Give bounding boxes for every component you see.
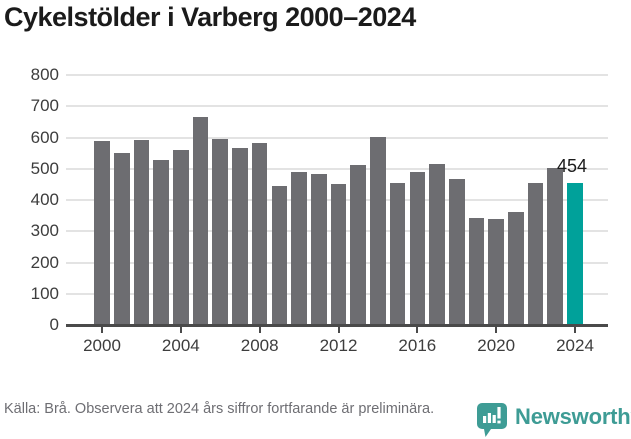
bar-2013: [350, 165, 366, 325]
bar-2019: [468, 218, 485, 325]
bar-2016: [409, 171, 426, 325]
bar-2001: [113, 152, 130, 325]
bar-2018: [448, 179, 465, 325]
gridline-700: [66, 105, 608, 108]
gridline-600: [66, 136, 608, 139]
bar-2008: [251, 143, 268, 325]
bar-2014: [370, 136, 386, 325]
x-tick-label-2024: 2024: [556, 336, 594, 355]
bar-2009: [271, 186, 288, 325]
bar-2006: [212, 139, 229, 325]
x-tick-label-2004: 2004: [161, 336, 200, 355]
y-tick-label-300: 300: [30, 221, 59, 241]
x-tick-2020: [495, 327, 498, 333]
x-tick-2004: [179, 327, 182, 333]
x-tick-2008: [258, 327, 261, 333]
bar-2004: [173, 150, 189, 325]
bar-2023: [547, 168, 564, 325]
newsworthy-wordmark: Newsworthy: [515, 404, 631, 429]
newsworthy-speech-bubble-chart-icon: [477, 402, 508, 439]
x-tick-label-2000: 2000: [83, 336, 121, 355]
gridline-800: [66, 74, 608, 76]
bar-2011: [310, 174, 327, 325]
y-tick-label-800: 800: [30, 65, 59, 84]
x-tick-label-2020: 2020: [477, 336, 516, 355]
bar-2024: [567, 183, 583, 325]
bar-2015: [389, 183, 406, 325]
bar-2012: [330, 184, 347, 325]
y-tick-label-600: 600: [30, 127, 59, 147]
y-tick-label-0: 0: [49, 315, 59, 334]
bar-2022: [527, 182, 544, 325]
bar-2010: [291, 172, 307, 325]
y-tick-label-100: 100: [30, 283, 59, 303]
x-tick-2016: [416, 327, 419, 333]
x-tick-label-2008: 2008: [240, 336, 279, 355]
x-tick-label-2012: 2012: [319, 336, 358, 355]
x-tick-2012: [337, 327, 340, 333]
gridline-500: [66, 167, 608, 170]
source-note: Källa: Brå. Observera att 2024 års siffr…: [4, 401, 435, 417]
bar-2002: [133, 139, 150, 325]
x-tick-2024: [574, 327, 576, 333]
y-tick-label-700: 700: [30, 96, 59, 116]
chart-title: Cykelstölder i Varberg 2000–2024: [4, 2, 416, 32]
bar-2003: [153, 159, 169, 325]
bar-2007: [232, 147, 248, 325]
y-tick-label-500: 500: [30, 158, 59, 178]
newsworthy-logo: Newsworthy: [477, 402, 631, 439]
x-tick-2000: [101, 327, 103, 333]
bar-2021: [508, 212, 524, 325]
x-axis-line: [66, 324, 608, 327]
highlighted-bar-value-label: 454: [556, 156, 588, 177]
y-tick-label-200: 200: [30, 252, 59, 272]
y-tick-label-400: 400: [30, 190, 59, 209]
bar-2020: [488, 219, 504, 325]
bar-2017: [429, 163, 445, 325]
x-tick-label-2016: 2016: [398, 336, 437, 355]
bar-2005: [192, 116, 209, 325]
bar-2000: [94, 141, 110, 325]
